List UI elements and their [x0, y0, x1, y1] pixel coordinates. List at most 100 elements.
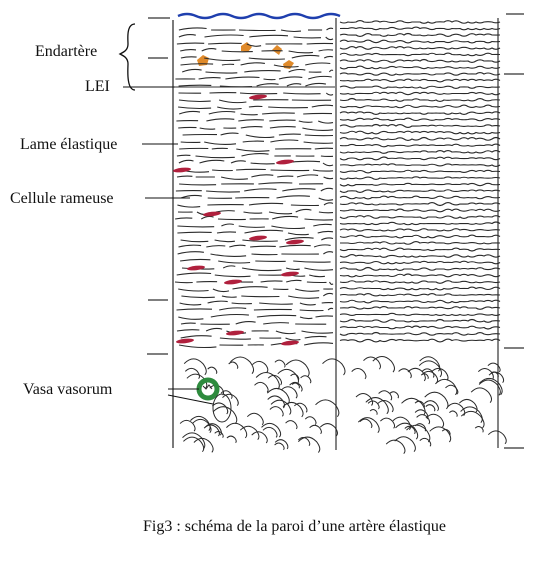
- fiber: [231, 302, 252, 305]
- fiber: [308, 75, 332, 80]
- fiber: [241, 267, 282, 272]
- adventitia-fiber: [228, 361, 239, 369]
- fiber: [268, 211, 293, 215]
- adventitia-fiber: [392, 416, 411, 431]
- fiber: [201, 48, 217, 52]
- fiber: [322, 292, 334, 297]
- fiber: [318, 49, 334, 52]
- lamella: [339, 254, 501, 258]
- adventitia-fiber: [322, 358, 346, 376]
- adventitia-fiber: [192, 418, 212, 434]
- fiber: [323, 202, 334, 206]
- adventitia-fiber: [212, 406, 238, 425]
- fiber: [296, 174, 319, 178]
- fiber: [211, 147, 228, 150]
- lamella: [339, 58, 501, 63]
- adventitia-fiber: [183, 436, 205, 453]
- fiber: [248, 202, 284, 206]
- adventitia-fiber: [220, 390, 233, 399]
- fiber: [256, 83, 279, 87]
- smooth-muscle-cell: [281, 271, 299, 277]
- smooth-muscle-cell: [176, 338, 194, 344]
- adventitia-fiber: [404, 425, 416, 435]
- fiber: [216, 231, 237, 234]
- fiber: [263, 322, 290, 325]
- adventitia-fiber: [262, 426, 278, 438]
- adventitia-fiber: [319, 423, 338, 437]
- lamella: [339, 156, 501, 161]
- adventitia-fiber: [419, 437, 432, 447]
- fiber: [240, 62, 265, 66]
- fiber: [286, 83, 302, 87]
- fiber: [179, 302, 202, 306]
- adventitia-fiber: [214, 431, 224, 438]
- fiber: [239, 92, 278, 95]
- lamella: [339, 293, 501, 297]
- lamella: [339, 286, 501, 291]
- adventitia-fiber: [367, 400, 380, 410]
- lamella: [339, 266, 501, 271]
- adventitia-fiber: [277, 368, 299, 385]
- fiber: [326, 27, 334, 31]
- endartere-brace: [118, 23, 136, 91]
- label-endartere: Endartère: [35, 43, 98, 60]
- lamella: [339, 338, 501, 343]
- fiber: [210, 313, 249, 318]
- adventitia-fiber: [289, 381, 303, 392]
- adventitia-fiber: [285, 359, 310, 377]
- fiber: [208, 110, 236, 115]
- fiber: [214, 274, 251, 278]
- smooth-muscle-cell: [173, 167, 191, 173]
- smooth-muscle-cells: [173, 94, 304, 346]
- fiber: [242, 140, 265, 143]
- fiber: [244, 69, 281, 73]
- lamella: [339, 221, 501, 226]
- fiber: [270, 139, 299, 143]
- fiber: [253, 308, 292, 311]
- fiber: [322, 162, 334, 167]
- fiber: [279, 244, 311, 248]
- fiber: [280, 29, 302, 33]
- adventitia-fiber: [423, 400, 439, 412]
- fiber: [177, 225, 215, 228]
- fiber: [242, 239, 278, 242]
- fiber: [179, 183, 217, 186]
- lamella: [339, 202, 501, 207]
- fiber: [245, 134, 275, 139]
- fiber: [278, 133, 301, 136]
- adventitia-fiber: [425, 413, 445, 428]
- fiber: [212, 288, 230, 293]
- fiber: [302, 127, 334, 131]
- adventitia-fiber: [479, 377, 503, 396]
- fiber: [206, 118, 235, 122]
- adventitia-fiber: [429, 426, 452, 443]
- fiber: [287, 232, 309, 236]
- fiber: [178, 288, 209, 292]
- fiber: [317, 230, 334, 234]
- lamella: [339, 39, 501, 44]
- vasa-pointer-2: [167, 394, 214, 405]
- adventitia-fiber: [355, 392, 374, 406]
- lamella: [339, 117, 501, 122]
- fiber: [320, 187, 334, 192]
- fiber: [217, 106, 242, 110]
- fiber: [329, 281, 334, 285]
- fiber: [278, 76, 303, 80]
- fiber: [276, 195, 310, 199]
- fiber: [176, 175, 193, 178]
- fiber: [315, 315, 334, 318]
- fiber: [285, 267, 300, 271]
- fiber: [207, 300, 228, 304]
- lamella: [340, 241, 501, 245]
- adventitia-fiber: [372, 356, 395, 373]
- fiber: [178, 126, 197, 129]
- smooth-muscle-cell: [249, 94, 267, 100]
- adventitia-fiber: [365, 397, 389, 415]
- fiber: [288, 50, 313, 54]
- fiber: [240, 113, 258, 116]
- endothelial-cells: [197, 42, 294, 69]
- adventitia-fiber: [285, 420, 298, 430]
- adventitia-fiber: [431, 367, 449, 381]
- adventitia-fiber: [304, 416, 317, 425]
- fiber: [219, 307, 247, 311]
